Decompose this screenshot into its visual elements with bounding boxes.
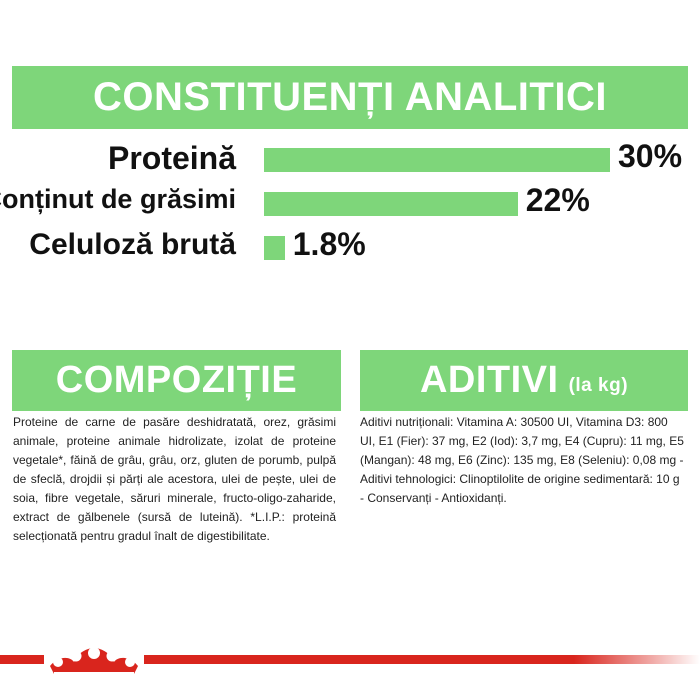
footer-red-line — [0, 655, 700, 664]
composition-text: Proteine de carne de pasăre deshidratată… — [13, 415, 336, 543]
additives-heading-unit: (la kg) — [568, 374, 629, 396]
additives-heading-text: ADITIVI — [419, 359, 559, 401]
analytics-heading-text: CONSTITUENȚI ANALITICI — [93, 75, 607, 119]
crown-icon — [44, 636, 144, 680]
composition-heading: COMPOZIȚIE — [12, 350, 341, 411]
additives-text: Aditivi nutriționali: Vitamina A: 30500 … — [360, 415, 684, 505]
bar-label: Conținut de grăsimi — [0, 184, 236, 214]
bar-value-label: 22% — [525, 182, 590, 218]
additives-heading: ADITIVI (la kg) — [360, 350, 688, 411]
bar-value-label: 30% — [618, 138, 683, 174]
bar-label: Proteină — [107, 140, 236, 176]
analytics-heading: CONSTITUENȚI ANALITICI — [12, 66, 688, 129]
bar — [264, 192, 518, 216]
bar — [264, 236, 285, 260]
bar-value-label: 1.8% — [292, 226, 366, 262]
composition-heading-text: COMPOZIȚIE — [55, 359, 298, 401]
bar-label: Celuloză brută — [29, 228, 236, 261]
bar — [264, 148, 610, 172]
